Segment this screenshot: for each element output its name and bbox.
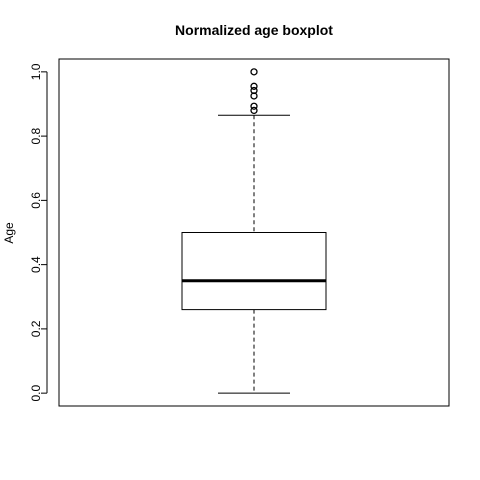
outlier-group [250,68,258,115]
iqr-box [181,232,327,311]
y-tick-label: 0.0 [29,384,43,401]
y-axis: 0.0 0.2 0.4 0.6 0.8 1.0 [29,63,48,401]
outlier-point [250,68,258,76]
y-axis-label: Age [2,222,16,244]
outlier-point [250,86,258,95]
outlier-point [250,106,258,115]
y-tick-label: 0.6 [29,192,43,209]
y-tick-label: 1.0 [29,63,43,80]
plot-frame [58,58,450,407]
y-tick-label: 0.8 [29,127,43,144]
chart-title: Normalized age boxplot [175,22,333,38]
outlier-point [250,102,258,110]
outlier-point [250,82,258,90]
y-tick-label: 0.4 [29,256,43,273]
y-tick-label: 0.2 [29,320,43,337]
box-group [181,114,327,394]
